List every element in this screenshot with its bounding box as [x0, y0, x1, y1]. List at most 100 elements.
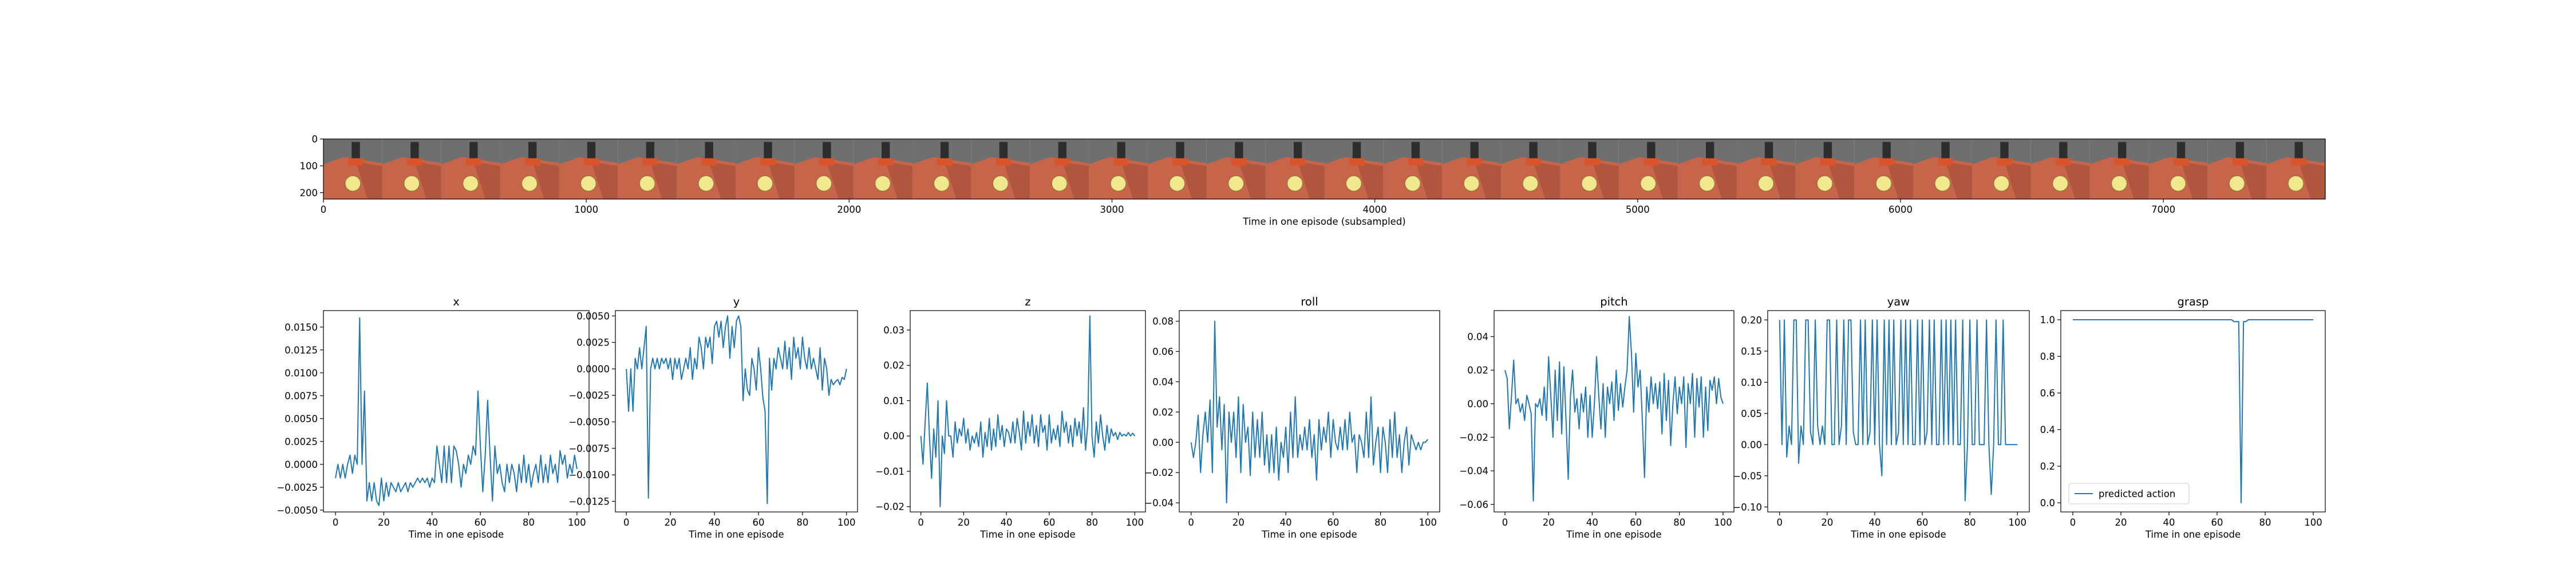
series-line: [1779, 319, 2018, 502]
frame-ball: [1463, 175, 1480, 192]
frame-gripper: [1408, 158, 1424, 166]
strip-frame: [1854, 139, 1914, 199]
frame-gripper: [878, 158, 894, 166]
frame-shadow: [2239, 161, 2267, 199]
x-tick-label: 0: [333, 517, 339, 528]
yaw-action-chart: 0 20 40 60 80 100 −0.10 −0.05 0.00 0.05 0.10 0.15 0.…: [1733, 295, 2030, 540]
frame-shadow: [768, 161, 795, 199]
frame-shadow: [1533, 161, 1560, 199]
y-tick-label: 1.0: [2040, 315, 2055, 325]
x-tick-label: 4000: [1363, 204, 1387, 215]
y-tick-label: −0.0025: [276, 482, 318, 493]
frame-gripper: [1467, 158, 1483, 166]
x-tick-label: 80: [1964, 517, 1976, 528]
frame-gripper: [1054, 158, 1070, 166]
strip-frame: [677, 139, 736, 199]
y-tick-label: 0.03: [883, 325, 904, 336]
x-tick-label: 20: [2115, 517, 2127, 528]
y-tick-label: −0.0050: [276, 505, 318, 516]
frame-ball: [992, 175, 1009, 192]
frame-ball: [1875, 175, 1892, 192]
y-tick-label: 0.04: [1467, 331, 1488, 342]
frame-shadow: [532, 161, 559, 199]
y-tick-label: −0.02: [1459, 432, 1488, 443]
frame-robot-arm: [469, 142, 478, 161]
x-tick-label: 20: [665, 517, 677, 528]
frame-robot-arm: [882, 142, 890, 161]
x-tick-label: 60: [475, 517, 487, 528]
y-tick-label: 0.10: [1741, 377, 1762, 388]
strip-frame: [1913, 139, 1972, 199]
frame-robot-arm: [1647, 142, 1656, 161]
frame-robot-arm: [940, 142, 949, 161]
frame-shadow: [1062, 161, 1089, 199]
plot-frame: [910, 310, 1146, 513]
frame-gripper: [701, 158, 717, 166]
y-tick-label: 0.15: [1741, 346, 1762, 357]
image-strip-frames: [323, 139, 2325, 199]
grasp-action-chart: 0 20 40 60 80 100 0.0 0.2 0.4 0.6 0.8 1.0 grasp Time …: [2040, 295, 2326, 540]
strip-frame: [2089, 139, 2149, 199]
y-tick-label: 0: [312, 134, 318, 145]
frame-gripper: [1585, 158, 1600, 166]
frame-gripper: [1702, 158, 1718, 166]
frame-ball: [934, 175, 950, 192]
strip-frame: [1442, 139, 1502, 199]
y-tick-label: −0.01: [875, 466, 904, 477]
strip-frame: [2266, 139, 2325, 199]
y-tick-label: −0.04: [1459, 466, 1488, 476]
y-tick-label: 0.02: [1152, 407, 1174, 418]
strip-frame: [2207, 139, 2267, 199]
frame-robot-arm: [823, 142, 831, 161]
y-tick-label: −0.02: [1144, 467, 1174, 478]
pitch-action-chart: 0 20 40 60 80 100 −0.06 −0.04 −0.02 0.00 0.02 0.04 p…: [1459, 295, 1735, 540]
y-tick-label: 0.00: [883, 431, 904, 442]
frame-gripper: [642, 158, 658, 166]
strip-frame: [1618, 139, 1678, 199]
y-tick-label: 0.02: [1467, 365, 1488, 376]
frame-ball: [757, 175, 773, 192]
strip-frame: [323, 139, 382, 199]
y-tick-label: 0.0100: [285, 368, 318, 379]
frame-gripper: [1820, 158, 1836, 166]
frame-gripper: [1938, 158, 1953, 166]
frame-robot-arm: [1529, 142, 1538, 161]
y-tick-label: 0.06: [1152, 346, 1174, 357]
plot-frame: [2060, 310, 2326, 513]
x-tick-label: 80: [796, 517, 808, 528]
y-tick-label: 0.0000: [285, 459, 318, 470]
x-tick-label: 80: [1374, 517, 1386, 528]
frame-robot-arm: [1176, 142, 1184, 161]
frame-gripper: [348, 158, 364, 166]
x-tick-label: 40: [2163, 517, 2175, 528]
frame-robot-arm: [1823, 142, 1832, 161]
plot-frame: [1494, 310, 1735, 513]
series-line: [1190, 320, 1429, 504]
x-axis-label: Time in one episode: [2145, 529, 2241, 540]
frame-gripper: [1761, 158, 1777, 166]
y-tick-label: 0.0075: [285, 391, 318, 402]
frame-gripper: [2114, 158, 2130, 166]
x-tick-label: 20: [1232, 517, 1244, 528]
series-line: [626, 315, 847, 505]
frame-shadow: [827, 161, 854, 199]
frame-robot-arm: [1294, 142, 1302, 161]
y-tick-label: 100: [300, 161, 318, 172]
y-tick-label: 0.0050: [285, 414, 318, 424]
y-tick-label: −0.0075: [568, 443, 610, 454]
frame-shadow: [2298, 161, 2325, 199]
x-tick-label: 0: [918, 517, 924, 528]
frame-shadow: [2122, 161, 2149, 199]
strip-frame: [1089, 139, 1148, 199]
y-tick-label: −0.0125: [568, 496, 610, 507]
x-tick-label: 40: [1586, 517, 1598, 528]
chart-title: roll: [1301, 295, 1318, 308]
frame-ball: [1581, 175, 1598, 192]
strip-frame: [2148, 139, 2208, 199]
frame-robot-arm: [351, 142, 360, 161]
frame-ball: [521, 175, 538, 192]
strip-frame: [382, 139, 441, 199]
y-tick-label: −0.04: [1144, 498, 1174, 509]
y-tick-label: 0.0000: [576, 364, 610, 375]
y-action-chart: 0 20 40 60 80 100 −0.0125 −0.0100 −0.0075 −0.0050…: [568, 295, 858, 540]
